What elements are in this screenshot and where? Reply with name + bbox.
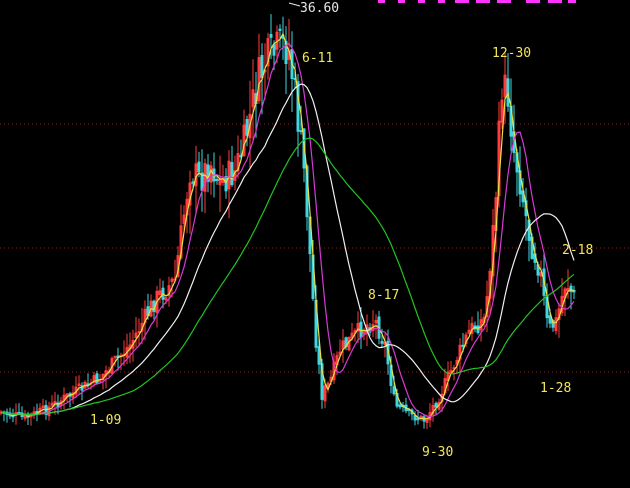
candle-body [50, 402, 54, 407]
candle-body [41, 405, 45, 409]
candle-body [323, 385, 327, 402]
candle-body [236, 153, 240, 172]
candle-body [356, 323, 360, 332]
candle-body [413, 415, 417, 421]
annotation-label: 9-30 [422, 445, 453, 460]
annotation-label: 6-11 [302, 51, 333, 66]
high-marker-label: 36.60 [300, 1, 339, 16]
candle-body [71, 392, 75, 399]
candle-body [260, 55, 264, 79]
candle-body [158, 290, 162, 296]
candle-body [248, 113, 252, 139]
candle-body [416, 418, 420, 421]
candle-body [77, 383, 81, 386]
candle-body [380, 340, 384, 344]
ma-long-line [0, 83, 575, 416]
candle-body [215, 179, 219, 181]
candle-body [155, 290, 159, 314]
high-marker-line [288, 2, 301, 7]
candle-body [503, 74, 507, 98]
candle-body [278, 28, 282, 31]
candle-body [548, 315, 552, 324]
candle-body [326, 382, 330, 388]
candle-body [197, 161, 201, 173]
candle-body [461, 344, 465, 347]
moving-averages [0, 32, 575, 420]
candle-body [95, 373, 99, 385]
candle-body [131, 339, 135, 349]
ma-mid-line [0, 42, 575, 418]
candle-body [230, 162, 234, 186]
candle-body [125, 347, 129, 358]
candle-body [179, 225, 183, 259]
candle-body [170, 278, 174, 283]
candle-body [449, 369, 453, 373]
candle-body [554, 317, 558, 332]
candle-body [203, 163, 207, 192]
annotation-label: 1-09 [90, 413, 121, 428]
candle-body [245, 119, 249, 136]
candles [0, 14, 576, 430]
candle-body [296, 81, 300, 132]
candle-body [467, 329, 471, 334]
annotation-label: 8-17 [368, 288, 399, 303]
candle-body [191, 181, 195, 184]
candle-body [476, 325, 480, 333]
candle-body [164, 297, 168, 301]
candle-body [257, 57, 261, 102]
candle-body [506, 78, 510, 107]
annotation-label: 12-30 [492, 46, 531, 61]
candle-body [92, 375, 96, 383]
candle-body [317, 346, 321, 365]
candle-body [569, 285, 573, 293]
candle-body [431, 405, 435, 415]
candle-body [134, 332, 138, 339]
candle-body [242, 124, 246, 157]
candle-body [113, 356, 117, 359]
candle-body [479, 319, 483, 331]
candle-body [284, 40, 288, 64]
top-banner [378, 0, 576, 3]
candle-body [392, 386, 396, 395]
candle-body [218, 177, 222, 186]
annotation-label: 2-18 [562, 243, 593, 258]
candle-body [227, 160, 231, 190]
candle-body [500, 99, 504, 123]
candle-body [182, 214, 186, 224]
candle-body [206, 164, 210, 182]
candle-body [398, 404, 402, 408]
candle-body [272, 44, 276, 56]
candle-body [434, 402, 438, 408]
annotation-label: 1-28 [540, 381, 571, 396]
candle-body [269, 34, 273, 38]
candle-body [251, 89, 255, 108]
candle-body [374, 319, 378, 324]
ma-short-line [0, 32, 575, 420]
candle-body [17, 411, 21, 414]
ma-longest-line [0, 137, 575, 416]
candle-body [299, 130, 303, 133]
candle-body [266, 38, 270, 67]
candle-body [224, 176, 228, 192]
candle-body [497, 120, 501, 197]
